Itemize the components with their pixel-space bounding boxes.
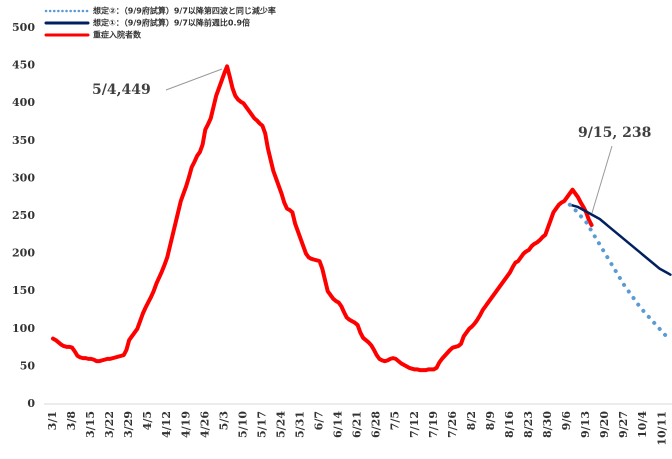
x-tick-label: 3/22 bbox=[103, 411, 116, 438]
x-tick-label: 7/19 bbox=[427, 411, 440, 438]
x-tick-label: 3/29 bbox=[122, 411, 135, 438]
x-tick-label: 10/11 bbox=[655, 411, 668, 446]
annotation-leader bbox=[591, 145, 613, 214]
y-tick-label: 0 bbox=[27, 397, 35, 410]
y-tick-label: 450 bbox=[12, 59, 35, 72]
x-tick-label: 6/14 bbox=[332, 411, 345, 438]
legend-label: 想定②：（9/9府試算）9/7以降第四波と同じ減少率 bbox=[92, 6, 276, 16]
y-tick-label: 100 bbox=[12, 322, 35, 335]
legend-label: 想定①：（9/9府試算）9/7以降前週比0.9倍 bbox=[92, 18, 250, 28]
x-tick-label: 10/4 bbox=[636, 411, 649, 438]
legend-label: 重症入院者数 bbox=[93, 30, 142, 40]
x-tick-label: 5/3 bbox=[217, 411, 230, 430]
x-tick-label: 5/31 bbox=[294, 411, 307, 438]
x-tick-label: 6/28 bbox=[370, 411, 383, 438]
annotation-leader bbox=[165, 68, 223, 91]
y-tick-label: 300 bbox=[12, 171, 35, 184]
y-tick-label: 150 bbox=[12, 284, 35, 297]
x-tick-label: 5/24 bbox=[274, 411, 287, 438]
x-tick-label: 8/16 bbox=[503, 411, 516, 438]
annotation: 5/4,449 bbox=[92, 82, 151, 98]
x-tick-label: 8/9 bbox=[484, 411, 497, 430]
x-tick-label: 4/5 bbox=[141, 411, 154, 430]
x-tick-label: 7/26 bbox=[446, 411, 459, 438]
y-tick-label: 350 bbox=[12, 134, 35, 147]
x-tick-label: 9/6 bbox=[560, 411, 573, 431]
x-tick-label: 9/13 bbox=[579, 411, 592, 438]
x-tick-label: 4/26 bbox=[198, 411, 211, 438]
x-tick-label: 3/15 bbox=[84, 411, 97, 438]
y-tick-label: 400 bbox=[12, 96, 35, 109]
x-tick-label: 7/12 bbox=[408, 411, 421, 438]
series-line bbox=[567, 202, 672, 342]
annotation: 9/15, 238 bbox=[578, 125, 651, 141]
x-tick-label: 6/21 bbox=[351, 411, 364, 438]
series-line bbox=[51, 64, 594, 373]
y-tick-label: 200 bbox=[12, 247, 35, 260]
y-tick-label: 500 bbox=[12, 21, 35, 34]
x-tick-label: 8/23 bbox=[522, 411, 535, 438]
x-tick-label: 8/30 bbox=[541, 411, 554, 438]
x-tick-label: 3/1 bbox=[46, 411, 59, 430]
x-tick-label: 8/2 bbox=[465, 411, 478, 430]
x-tick-label: 4/19 bbox=[179, 411, 192, 438]
x-tick-label: 4/12 bbox=[160, 411, 173, 438]
y-tick-label: 250 bbox=[12, 209, 35, 222]
y-tick-label: 50 bbox=[20, 359, 36, 372]
x-tick-label: 7/5 bbox=[389, 411, 402, 430]
x-tick-label: 3/8 bbox=[65, 411, 78, 431]
x-tick-label: 9/27 bbox=[617, 411, 630, 438]
x-tick-label: 5/10 bbox=[236, 411, 249, 438]
x-tick-label: 9/20 bbox=[598, 411, 611, 438]
x-tick-label: 6/7 bbox=[313, 411, 326, 430]
x-tick-label: 5/17 bbox=[255, 411, 268, 438]
series-line bbox=[568, 203, 672, 276]
